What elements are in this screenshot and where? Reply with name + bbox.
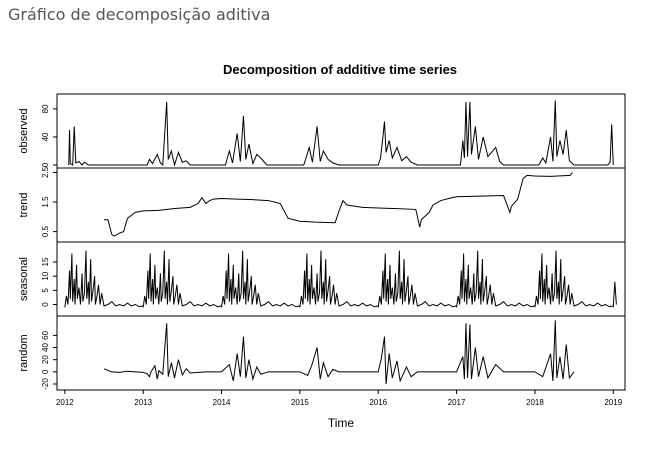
y-tick-label-seasonal: 15 [41, 257, 50, 266]
y-tick-label-trend: 2.5 [41, 166, 50, 178]
y-tick-label-random: 40 [41, 343, 50, 352]
y-tick-label-observed: 80 [41, 104, 50, 113]
series-line-observed [68, 100, 614, 167]
y-tick-label-random: 20 [41, 355, 50, 364]
panels: 0 40 80 observed 0.5 1.5 2.5 trend 0 5 10 15 seasona… [18, 93, 626, 391]
panel-random: -20 0 20 40 60 random [18, 315, 626, 391]
series-line-trend [104, 172, 573, 237]
y-tick-label-trend: 1.5 [41, 196, 50, 208]
panel-seasonal: 0 5 10 15 seasonal [18, 241, 626, 317]
panel-label-random: random [18, 334, 30, 371]
panel-frame-random [56, 315, 626, 391]
x-axis: 2012 2013 2014 2015 2016 2017 2018 2019 [56, 390, 623, 407]
x-tick-label: 2017 [448, 398, 466, 407]
panel-label-observed: observed [18, 108, 30, 153]
y-tick-label-observed: 40 [41, 132, 50, 141]
page-heading: Gráfico de decomposição aditiva [8, 5, 271, 24]
panel-label-trend: trend [18, 192, 30, 217]
x-tick-label: 2014 [213, 398, 231, 407]
panel-label-seasonal: seasonal [18, 257, 30, 301]
y-tick-label-seasonal: 0 [41, 302, 50, 307]
y-tick-label-random: -20 [41, 378, 50, 390]
x-tick-label: 2018 [526, 398, 544, 407]
panel-observed: 0 40 80 observed [18, 93, 626, 169]
y-tick-label-seasonal: 5 [41, 288, 50, 293]
panel-frame-observed [56, 93, 626, 169]
x-axis-label: Time [328, 416, 355, 430]
x-tick-label: 2012 [56, 398, 74, 407]
x-tick-label: 2013 [134, 398, 152, 407]
y-tick-label-trend: 0.5 [41, 225, 50, 237]
x-tick-label: 2016 [369, 398, 387, 407]
chart-title: Decomposition of additive time series [223, 62, 457, 77]
y-tick-label-seasonal: 10 [41, 271, 50, 280]
x-tick-label: 2019 [604, 398, 622, 407]
panel-trend: 0.5 1.5 2.5 trend [18, 166, 626, 243]
x-tick-label: 2015 [291, 398, 309, 407]
y-tick-label-random: 0 [41, 369, 50, 374]
series-line-random [103, 320, 575, 385]
series-line-seasonal [64, 250, 617, 308]
y-tick-label-observed: 0 [41, 162, 50, 167]
y-tick-label-random: 60 [41, 330, 50, 339]
